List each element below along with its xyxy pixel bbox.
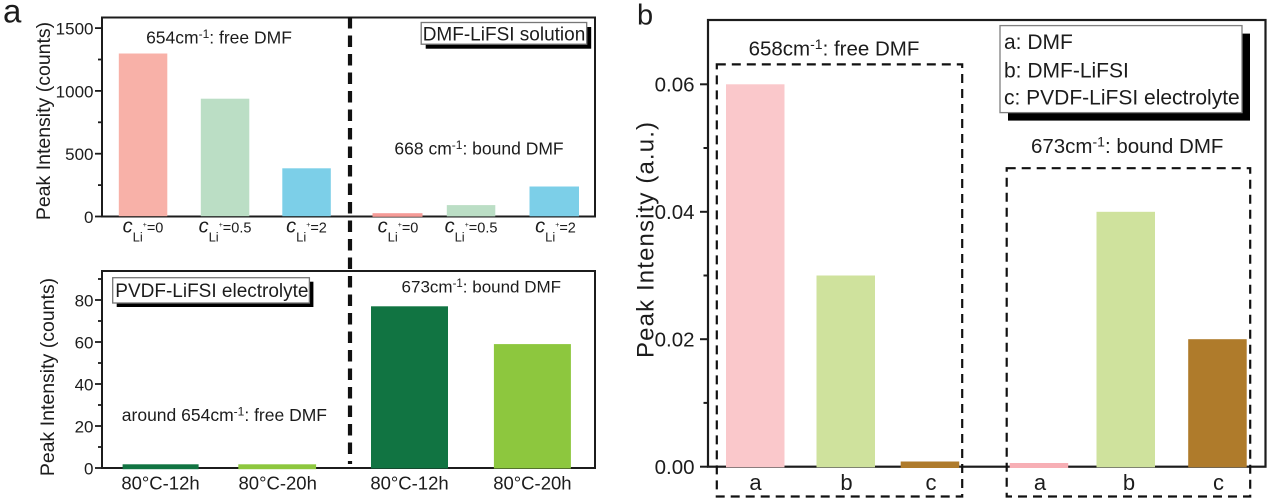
svg-text:b: b [637,0,653,32]
svg-text:0.04: 0.04 [655,201,695,224]
svg-text:c: c [1213,470,1224,495]
svg-text:cLi+=0: cLi+=0 [378,216,419,245]
svg-text:80°C-20h: 80°C-20h [239,473,317,494]
svg-text:Peak Intensity (counts): Peak Intensity (counts) [33,22,55,220]
svg-text:658cm-1: free DMF: 658cm-1: free DMF [749,36,920,61]
svg-text:c: c [926,470,937,495]
svg-text:20: 20 [75,418,94,437]
svg-text:0.02: 0.02 [655,329,695,352]
svg-text:80: 80 [75,292,94,311]
svg-text:a: DMF: a: DMF [1004,31,1073,54]
svg-text:80°C-12h: 80°C-12h [370,473,448,494]
svg-text:673cm-1: bound DMF: 673cm-1: bound DMF [402,278,562,297]
svg-text:b: b [840,470,852,495]
svg-text:40: 40 [75,376,94,395]
svg-text:1500: 1500 [56,20,94,39]
svg-text:60: 60 [75,334,94,353]
svg-text:around 654cm-1: free DMF: around 654cm-1: free DMF [122,405,327,426]
svg-text:80°C-12h: 80°C-12h [121,473,199,494]
svg-text:673cm-1: bound DMF: 673cm-1: bound DMF [1031,134,1223,159]
svg-text:Peak Intensity (counts): Peak Intensity (counts) [37,278,59,476]
svg-text:b: b [1123,470,1135,495]
svg-text:PVDF-LiFSI electrolyte: PVDF-LiFSI electrolyte [115,281,308,302]
svg-text:cLi+=0.5: cLi+=0.5 [445,216,498,245]
svg-text:668 cm-1: bound DMF: 668 cm-1: bound DMF [394,138,563,159]
svg-text:cLi+=0.5: cLi+=0.5 [199,216,252,245]
svg-text:500: 500 [65,145,93,164]
svg-text:1000: 1000 [56,82,94,101]
svg-text:cLi+=2: cLi+=2 [286,216,327,245]
svg-text:DMF-LiFSI solution: DMF-LiFSI solution [423,25,586,46]
svg-text:a: a [3,0,22,30]
svg-text:Peak Intensity (a.u.): Peak Intensity (a.u.) [633,122,660,358]
svg-text:a: a [749,470,762,495]
svg-text:cLi+=0: cLi+=0 [123,216,164,245]
svg-text:c: PVDF-LiFSI electrolyte: c: PVDF-LiFSI electrolyte [1004,87,1240,110]
svg-text:0: 0 [84,208,93,227]
svg-text:654cm-1: free DMF: 654cm-1: free DMF [146,27,292,48]
svg-text:0.06: 0.06 [655,74,695,97]
svg-text:b: DMF-LiFSI: b: DMF-LiFSI [1004,59,1129,82]
svg-text:0.00: 0.00 [655,456,695,479]
svg-text:80°C-20h: 80°C-20h [493,473,571,494]
svg-text:a: a [1034,470,1047,495]
svg-text:cLi+=2: cLi+=2 [535,216,576,245]
svg-text:0: 0 [84,460,93,479]
